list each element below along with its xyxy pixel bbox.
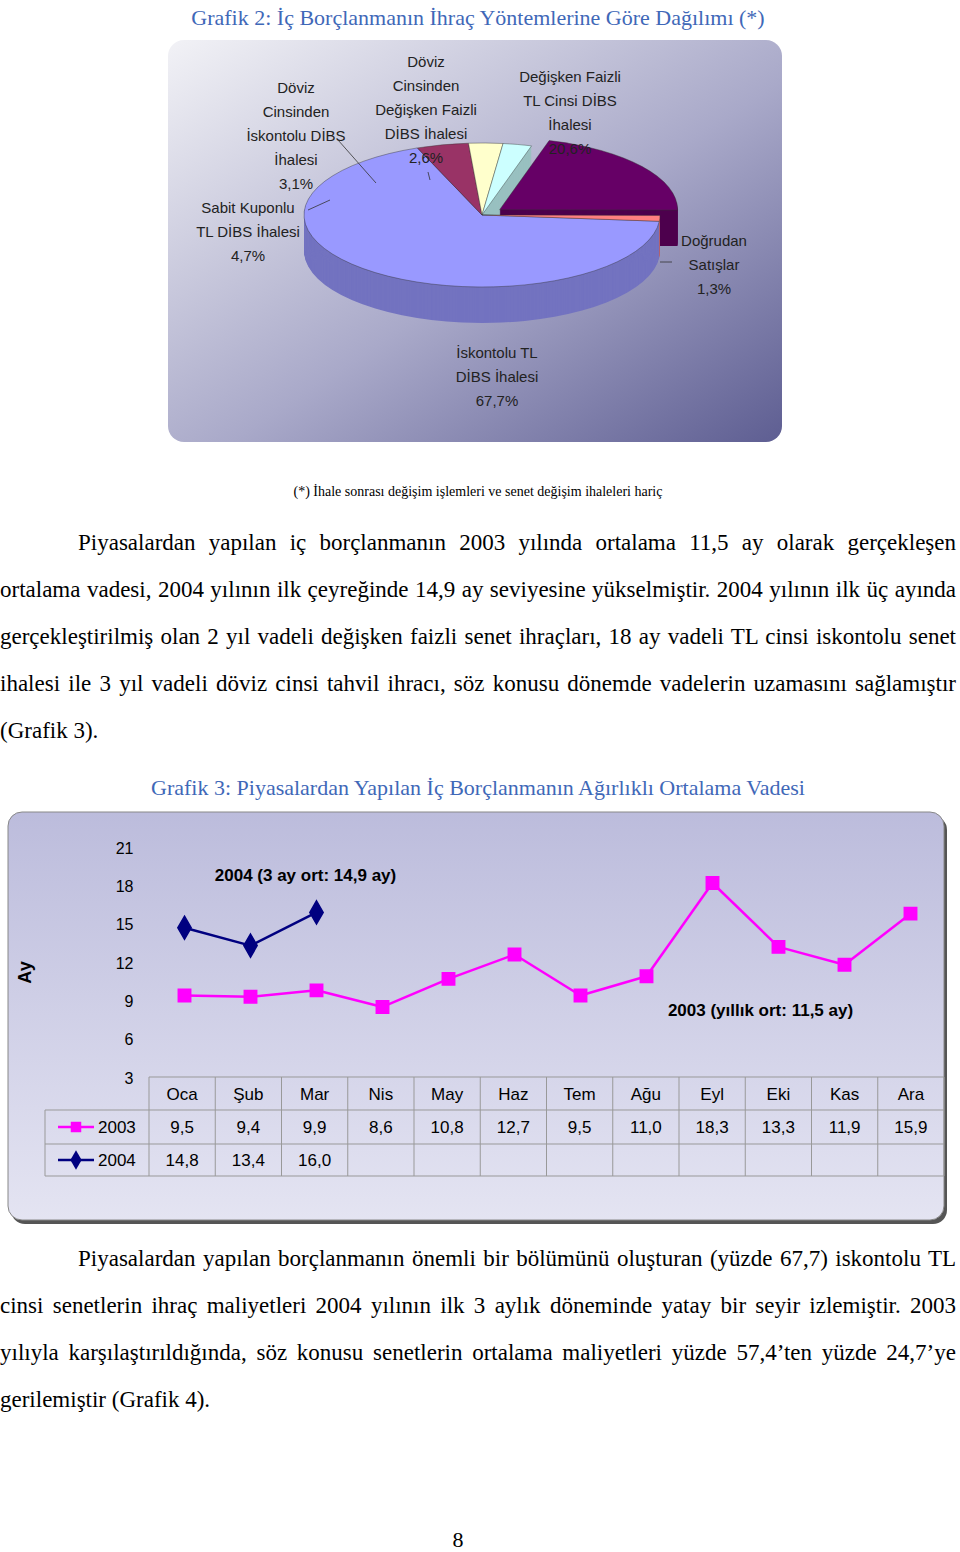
- html-text:Grafik 3: Piyasalardan Yapılan: Grafik 3: Piyasalardan Yapılan İç Borçla…: [151, 775, 805, 800]
- svg-text:DoğrudanSatışlar1,3%: DoğrudanSatışlar1,3%: [681, 232, 747, 297]
- svg-text:DövizCinsindenİskontolu DİBSİh: DövizCinsindenİskontolu DİBSİhalesi3,1%: [246, 79, 345, 192]
- svg-text:15: 15: [116, 916, 134, 933]
- svg-text:Kas: Kas: [830, 1085, 859, 1104]
- svg-text:13,3: 13,3: [762, 1118, 795, 1137]
- html-text:Piyasalardan yapılan iç borçla: Piyasalardan yapılan iç borçlanmanın 200…: [0, 530, 956, 743]
- svg-text:21: 21: [116, 840, 134, 857]
- svg-text:13,4: 13,4: [232, 1151, 265, 1170]
- svg-text:9,4: 9,4: [237, 1118, 261, 1137]
- html-text:8: 8: [452, 1527, 464, 1552]
- svg-text:12: 12: [116, 955, 134, 972]
- svg-text:Eyl: Eyl: [700, 1085, 724, 1104]
- svg-text:18: 18: [116, 878, 134, 895]
- svg-text:6: 6: [125, 1031, 134, 1048]
- svg-text:Sabit KuponluTL DİBS İhalesi4,: Sabit KuponluTL DİBS İhalesi4,7%: [196, 199, 300, 264]
- html-text:(*) İhale sonrası değişim işle: (*) İhale sonrası değişim işlemleri ve s…: [293, 484, 663, 499]
- svg-text:14,8: 14,8: [166, 1151, 199, 1170]
- svg-text:Ağu: Ağu: [631, 1085, 661, 1104]
- svg-text:9,5: 9,5: [170, 1118, 194, 1137]
- svg-text:Oca: Oca: [167, 1085, 199, 1104]
- svg-text:Şub: Şub: [233, 1085, 263, 1104]
- svg-text:12,7: 12,7: [497, 1118, 530, 1137]
- svg-text:3: 3: [125, 1070, 134, 1087]
- svg-text:Nis: Nis: [369, 1085, 394, 1104]
- html-text:Ay: Ay: [14, 961, 35, 984]
- svg-text:Değişken FaizliTL Cinsi DİBSİh: Değişken FaizliTL Cinsi DİBSİhalesi20,6%: [519, 68, 621, 157]
- html-text:Grafik 2: İç Borçlanmanın İhra: Grafik 2: İç Borçlanmanın İhraç Yöntemle…: [191, 5, 765, 30]
- svg-text:Tem: Tem: [564, 1085, 596, 1104]
- svg-text:Eki: Eki: [767, 1085, 791, 1104]
- svg-text:2004 (3 ay ort: 14,9 ay): 2004 (3 ay ort: 14,9 ay): [215, 866, 396, 885]
- svg-text:Ara: Ara: [898, 1085, 925, 1104]
- svg-text:2003: 2003: [98, 1118, 136, 1137]
- svg-text:10,8: 10,8: [431, 1118, 464, 1137]
- svg-text:Mar: Mar: [300, 1085, 330, 1104]
- html-text:Piyasalardan yapılan borçlanma: Piyasalardan yapılan borçlanmanın önemli…: [0, 1246, 956, 1412]
- svg-text:9,5: 9,5: [568, 1118, 592, 1137]
- svg-text:İskontolu TLDİBS İhalesi67,7%: İskontolu TLDİBS İhalesi67,7%: [456, 344, 539, 409]
- svg-text:DövizCinsindenDeğişken FaizliD: DövizCinsindenDeğişken FaizliDİBS İhales…: [375, 53, 477, 166]
- svg-text:May: May: [431, 1085, 464, 1104]
- svg-text:18,3: 18,3: [696, 1118, 729, 1137]
- svg-text:9,9: 9,9: [303, 1118, 327, 1137]
- svg-text:16,0: 16,0: [298, 1151, 331, 1170]
- svg-text:11,0: 11,0: [630, 1118, 662, 1137]
- svg-text:9: 9: [125, 993, 134, 1010]
- svg-text:2003 (yıllık ort: 11,5 ay): 2003 (yıllık ort: 11,5 ay): [668, 1001, 853, 1020]
- svg-text:8,6: 8,6: [369, 1118, 393, 1137]
- svg-text:11,9: 11,9: [829, 1118, 861, 1137]
- svg-text:Haz: Haz: [498, 1085, 528, 1104]
- svg-text:15,9: 15,9: [894, 1118, 927, 1137]
- svg-text:2004: 2004: [98, 1151, 136, 1170]
